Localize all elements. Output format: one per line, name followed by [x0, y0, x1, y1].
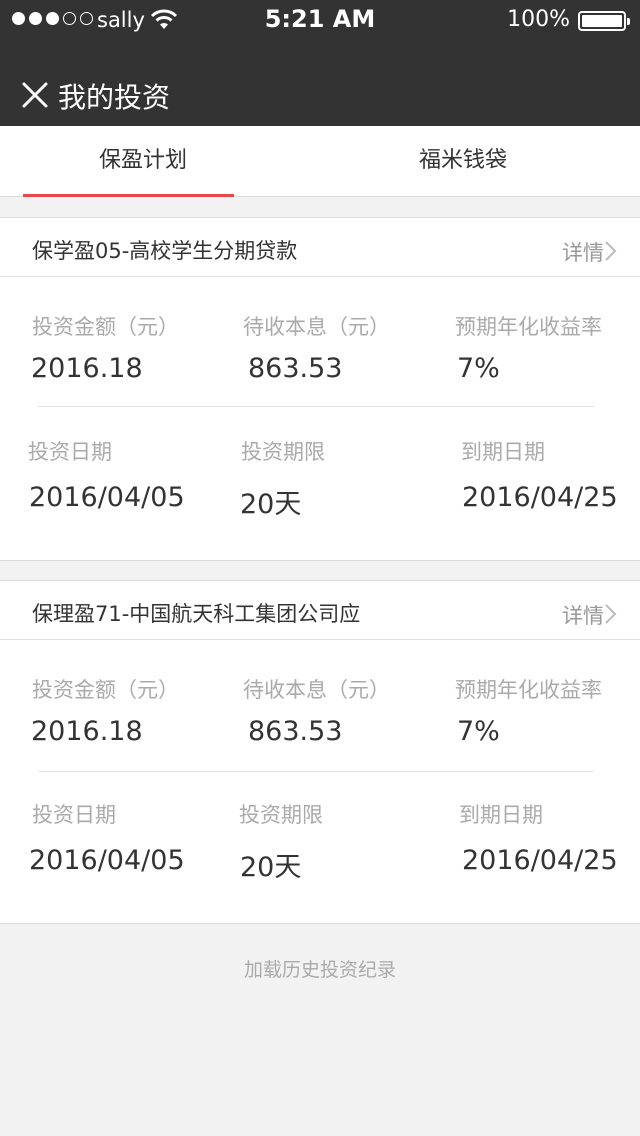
top-bar: sally 5:21 AM 100% 我的投资	[0, 0, 640, 126]
carrier-name: sally	[97, 8, 145, 32]
invest-amount-value: 2016.18	[31, 716, 143, 747]
expected-yield-value: 7%	[457, 716, 500, 747]
investment-title: 保学盈05-高校学生分期贷款	[32, 239, 298, 263]
pending-principal-label: 待收本息（元）	[243, 315, 390, 339]
investment-card: 保学盈05-高校学生分期贷款 详情 投资金额（元） 待收本息（元） 预期年化收益…	[0, 217, 640, 561]
pending-principal-label: 待收本息（元）	[243, 678, 390, 702]
card-divider	[38, 771, 594, 772]
invest-term-value: 20天	[240, 489, 302, 520]
pending-principal-value: 863.53	[248, 353, 343, 384]
tab-baoying-plan[interactable]: 保盈计划	[0, 126, 286, 197]
maturity-date-label: 到期日期	[461, 440, 545, 464]
status-bar: sally 5:21 AM 100%	[0, 0, 640, 40]
status-time: 5:21 AM	[264, 5, 376, 33]
card-header: 保学盈05-高校学生分期贷款 详情	[0, 218, 640, 277]
expected-yield-label: 预期年化收益率	[455, 315, 602, 339]
chevron-right-icon[interactable]	[604, 240, 618, 262]
battery-level	[582, 15, 622, 27]
signal-strength-icon	[12, 12, 93, 25]
maturity-date-value: 2016/04/25	[462, 845, 618, 876]
tab-bar: 保盈计划 福米钱袋	[0, 126, 640, 197]
invest-amount-label: 投资金额（元）	[32, 678, 179, 702]
signal-dot	[12, 12, 25, 25]
invest-date-value: 2016/04/05	[29, 845, 185, 876]
close-icon[interactable]	[20, 80, 50, 110]
signal-dot	[63, 12, 76, 25]
investment-title: 保理盈71-中国航天科工集团公司应	[32, 602, 361, 626]
tab-fumi-wallet[interactable]: 福米钱袋	[418, 148, 507, 173]
chevron-right-icon[interactable]	[604, 603, 618, 625]
expected-yield-value: 7%	[457, 353, 500, 384]
load-history-button[interactable]: 加载历史投资纪录	[243, 959, 396, 981]
detail-link[interactable]: 详情	[562, 241, 604, 265]
investment-card: 保理盈71-中国航天科工集团公司应 详情 投资金额（元） 待收本息（元） 预期年…	[0, 580, 640, 924]
invest-date-label: 投资日期	[28, 440, 112, 464]
expected-yield-label: 预期年化收益率	[455, 678, 602, 702]
signal-dot	[29, 12, 42, 25]
maturity-date-value: 2016/04/25	[462, 482, 618, 513]
signal-dot	[80, 12, 93, 25]
maturity-date-label: 到期日期	[459, 803, 543, 827]
invest-term-label: 投资期限	[241, 440, 325, 464]
card-divider	[38, 406, 594, 407]
page-title: 我的投资	[58, 81, 171, 114]
invest-date-label: 投资日期	[32, 803, 116, 827]
invest-date-value: 2016/04/05	[29, 482, 185, 513]
battery-percentage: 100%	[507, 7, 570, 32]
nav-header: 我的投资	[0, 40, 640, 126]
card-header: 保理盈71-中国航天科工集团公司应 详情	[0, 581, 640, 640]
pending-principal-value: 863.53	[248, 716, 343, 747]
invest-term-label: 投资期限	[239, 803, 323, 827]
detail-link[interactable]: 详情	[562, 604, 604, 628]
invest-term-value: 20天	[240, 852, 302, 883]
battery-icon	[578, 11, 630, 31]
invest-amount-label: 投资金额（元）	[32, 315, 179, 339]
wifi-icon	[150, 9, 178, 29]
invest-amount-value: 2016.18	[31, 353, 143, 384]
signal-dot	[46, 12, 59, 25]
